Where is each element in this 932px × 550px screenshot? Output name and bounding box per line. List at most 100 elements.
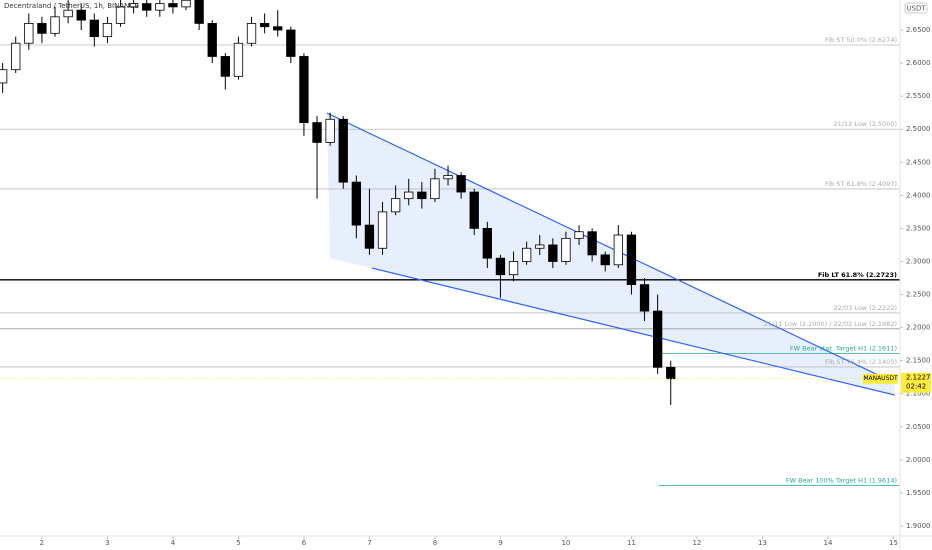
candle-body (482, 228, 492, 259)
x-tick-label: 13 (758, 539, 767, 547)
x-tick-label: 10 (561, 539, 570, 547)
level-label: Fib ST 61.8% (2.4097) (825, 180, 897, 188)
candle-body (168, 3, 178, 8)
x-tick-label: 12 (692, 539, 701, 547)
candle-body (273, 26, 283, 31)
candle-body (548, 244, 558, 262)
y-tick-label: 2.1500 (906, 357, 931, 365)
candle-body (102, 23, 113, 38)
candle-body (351, 181, 361, 226)
candle-body (430, 178, 440, 200)
countdown: 02:42 (906, 383, 926, 391)
x-tick-label: 7 (367, 539, 371, 547)
candle-body (561, 237, 571, 262)
currency-box[interactable] (904, 2, 928, 14)
candles (0, 0, 676, 405)
candle-body (390, 198, 401, 213)
candle-body (535, 244, 545, 249)
candle-body (325, 118, 335, 143)
candle-body (587, 231, 597, 256)
candle-body (666, 366, 676, 380)
drawings (0, 44, 900, 486)
candle-body (652, 310, 663, 368)
y-tick-label: 1.9500 (906, 489, 931, 497)
candle-body (312, 122, 322, 143)
candle-body (142, 3, 152, 11)
candle-body (115, 6, 126, 24)
currency: USDT (906, 5, 926, 13)
candle-body (76, 9, 86, 21)
x-tick-label: 4 (171, 539, 176, 547)
wedge-fill (326, 113, 895, 396)
y-tick-label: 2.5000 (906, 125, 931, 133)
candle-body (613, 234, 623, 266)
x-tick-label: 8 (433, 539, 437, 547)
y-tick-label: 1.9000 (906, 522, 931, 530)
y-tick-label: 2.3000 (906, 257, 931, 265)
y-tick-label: 2.2500 (906, 291, 931, 299)
candle-body (508, 261, 519, 276)
candle-body (626, 234, 637, 286)
candle-body (233, 42, 244, 77)
y-tick-label: 2.5500 (906, 92, 931, 100)
candle-body (128, 3, 139, 8)
candle-body (37, 23, 47, 34)
candle-body (469, 191, 479, 229)
level-label: Fib ST 50.0% (2.6274) (825, 36, 897, 44)
candle-body (207, 23, 217, 57)
candle-body (181, 0, 191, 8)
candle-body (89, 19, 99, 38)
candle-body (404, 191, 414, 200)
candle-body (495, 257, 506, 276)
candle-body (194, 0, 204, 24)
level-label: 21/12 Low (2.5000) (834, 120, 897, 128)
level-label: FW Bear stat. Target H1 (2.1611) (790, 344, 897, 352)
trendline (371, 267, 895, 396)
y-tick-label: 2.2000 (906, 324, 931, 332)
x-tick-label: 14 (823, 539, 832, 547)
candle-body (338, 118, 348, 183)
candle-body (521, 247, 532, 262)
candle-body (443, 175, 453, 180)
candle-body (299, 56, 309, 124)
y-tick-label: 2.1000 (906, 390, 931, 398)
x-tick-label: 6 (302, 539, 307, 547)
labels: Fib ST 50.0% (2.6274) 21/12 Low (2.5000) F… (0, 26, 931, 547)
x-tick-label: 15 (889, 539, 898, 547)
candle-body (50, 16, 60, 34)
last-price: 2.1227 (906, 374, 931, 382)
candle-body (220, 56, 230, 77)
level-label: Fib LT 61.8% (2.2723) (818, 271, 897, 279)
candle-body (574, 231, 584, 239)
level-label: FW Bear 100% Target H1 (1.9614) (786, 476, 897, 484)
y-tick-label: 2.4000 (906, 191, 931, 199)
y-tick-label: 2.6000 (906, 59, 931, 67)
x-tick-label: 3 (105, 539, 109, 547)
candle-body (364, 224, 375, 249)
level-label: 21/11 Low (2.2000) / 22/02 Low (2.1982) (764, 320, 897, 328)
candle-body (286, 29, 296, 57)
y-tick-label: 2.0000 (906, 456, 931, 464)
y-tick-label: 2.4500 (906, 158, 931, 166)
symbol-label: MANAUSDT (863, 375, 898, 382)
symbol-box (863, 373, 898, 384)
candle-body (600, 254, 610, 266)
candle-body (155, 3, 165, 11)
level-label: Fib ST 76.4% (2.1405) (825, 358, 897, 366)
x-tick-label: 11 (627, 539, 636, 547)
x-tick-label: 2 (40, 539, 44, 547)
candle-body (24, 23, 34, 44)
x-tick-label: 9 (498, 539, 502, 547)
candle-body (246, 23, 257, 44)
trendline (326, 112, 896, 384)
candle-body (456, 175, 466, 193)
candle-body (63, 9, 73, 18)
candle-body (377, 211, 388, 249)
candle-body (11, 42, 21, 71)
y-tick-label: 2.6500 (906, 26, 931, 34)
candle-body (417, 191, 427, 200)
y-tick-label: 2.3500 (906, 224, 931, 232)
x-tick-label: 5 (236, 539, 240, 547)
candle-body (639, 284, 650, 312)
price-box (901, 372, 931, 393)
